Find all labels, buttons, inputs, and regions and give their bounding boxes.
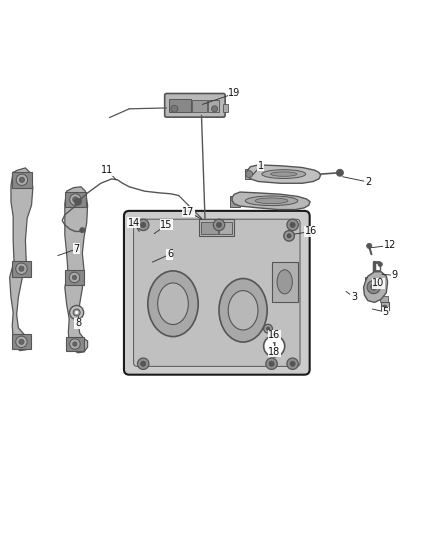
Bar (230, 196, 240, 207)
Bar (12, 172, 32, 188)
Ellipse shape (245, 196, 298, 206)
Text: 1: 1 (258, 161, 264, 171)
Circle shape (19, 177, 25, 182)
Circle shape (371, 284, 377, 290)
Bar (66, 337, 84, 351)
Bar (272, 262, 298, 302)
Text: 16: 16 (305, 227, 317, 237)
Bar (169, 99, 191, 112)
Circle shape (70, 305, 84, 319)
Circle shape (264, 324, 272, 333)
Circle shape (367, 243, 372, 248)
Circle shape (73, 342, 77, 346)
Circle shape (246, 171, 253, 177)
Polygon shape (364, 272, 388, 302)
Ellipse shape (148, 271, 198, 336)
FancyBboxPatch shape (134, 219, 300, 366)
Polygon shape (232, 192, 310, 209)
Circle shape (287, 358, 298, 369)
Text: 19: 19 (228, 88, 240, 99)
Text: 18: 18 (268, 347, 280, 357)
Ellipse shape (271, 172, 297, 176)
Ellipse shape (277, 270, 293, 294)
Text: 6: 6 (167, 249, 173, 259)
Circle shape (269, 361, 274, 366)
Bar (199, 219, 234, 236)
Ellipse shape (255, 198, 288, 204)
Circle shape (73, 309, 80, 316)
Ellipse shape (158, 283, 188, 325)
Circle shape (69, 272, 80, 282)
Circle shape (141, 222, 146, 228)
Circle shape (74, 198, 81, 205)
Text: 12: 12 (384, 240, 396, 251)
Circle shape (382, 305, 387, 310)
Circle shape (264, 336, 285, 357)
Text: 8: 8 (75, 318, 81, 328)
Circle shape (367, 280, 380, 294)
Circle shape (75, 311, 78, 314)
Text: 16: 16 (268, 330, 280, 340)
Bar (380, 296, 388, 302)
Circle shape (284, 231, 294, 241)
Bar (65, 270, 84, 285)
Bar (208, 100, 219, 112)
Circle shape (266, 327, 270, 330)
Circle shape (378, 262, 382, 266)
Bar (381, 302, 389, 310)
Text: 17: 17 (182, 207, 194, 217)
Circle shape (171, 106, 178, 112)
Circle shape (19, 266, 24, 271)
Text: 2: 2 (365, 177, 371, 187)
Circle shape (138, 219, 149, 231)
Circle shape (266, 358, 277, 369)
Ellipse shape (262, 169, 306, 179)
Circle shape (290, 222, 295, 228)
Circle shape (290, 361, 295, 366)
Circle shape (212, 106, 218, 112)
Bar (245, 169, 253, 179)
Circle shape (216, 222, 222, 228)
Circle shape (73, 197, 78, 202)
Polygon shape (10, 168, 33, 351)
Circle shape (287, 219, 298, 231)
Text: 15: 15 (160, 220, 173, 230)
Ellipse shape (228, 290, 258, 330)
Text: 14: 14 (127, 217, 140, 228)
Polygon shape (247, 165, 321, 183)
Circle shape (16, 174, 28, 185)
Text: 1: 1 (272, 342, 277, 351)
Bar (192, 100, 207, 112)
Text: 10: 10 (372, 278, 385, 288)
FancyBboxPatch shape (124, 211, 310, 375)
Circle shape (80, 228, 85, 233)
Ellipse shape (219, 279, 267, 342)
Bar (201, 222, 218, 234)
Circle shape (16, 263, 27, 274)
Circle shape (141, 361, 146, 366)
Text: 5: 5 (382, 307, 389, 317)
Circle shape (19, 339, 24, 344)
Circle shape (336, 169, 343, 176)
Bar (365, 278, 382, 297)
Text: 11: 11 (101, 165, 113, 175)
Bar (12, 261, 31, 277)
Bar (65, 192, 86, 207)
Bar (12, 334, 31, 349)
Circle shape (16, 336, 27, 348)
Text: 9: 9 (391, 270, 397, 280)
Circle shape (287, 233, 291, 238)
Bar (223, 103, 228, 112)
Circle shape (70, 339, 80, 349)
Polygon shape (65, 187, 88, 353)
Text: 3: 3 (351, 292, 357, 302)
FancyBboxPatch shape (165, 93, 225, 117)
Circle shape (72, 275, 77, 280)
Circle shape (138, 358, 149, 369)
Bar (219, 222, 232, 234)
Text: 7: 7 (74, 244, 80, 254)
Circle shape (70, 194, 81, 205)
Circle shape (213, 219, 225, 231)
